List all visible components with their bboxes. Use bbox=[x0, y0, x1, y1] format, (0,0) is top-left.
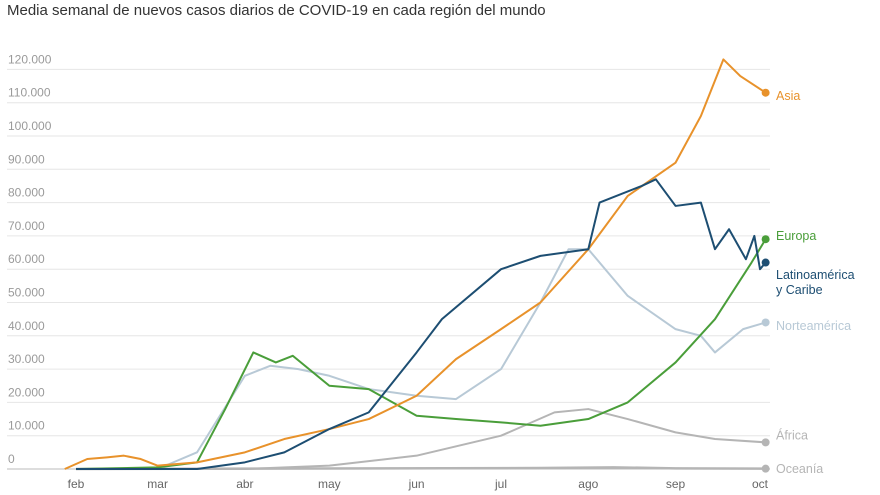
series-label: África bbox=[776, 428, 808, 443]
series-line-0 bbox=[64, 58, 767, 470]
x-tick-label: jul bbox=[494, 477, 507, 491]
y-tick-label: 80.000 bbox=[8, 186, 45, 200]
y-tick-label: 100.000 bbox=[8, 119, 52, 133]
series-label: Asia bbox=[776, 89, 800, 103]
series-end-dot bbox=[761, 88, 770, 97]
series-end-dot bbox=[761, 318, 770, 327]
y-tick-label: 10.000 bbox=[8, 419, 45, 433]
x-tick-label: mar bbox=[147, 477, 168, 491]
series-label: Europa bbox=[776, 229, 816, 243]
x-tick-label: oct bbox=[752, 477, 769, 491]
series-end-dot bbox=[761, 235, 770, 244]
y-tick-label: 20.000 bbox=[8, 385, 45, 399]
series-label: Norteamérica bbox=[776, 319, 851, 333]
y-tick-label: 50.000 bbox=[8, 286, 45, 300]
chart-title: Media semanal de nuevos casos diarios de… bbox=[7, 2, 546, 19]
y-tick-label: 60.000 bbox=[8, 252, 45, 266]
series-label: Oceanía bbox=[776, 462, 823, 476]
x-tick-label: abr bbox=[236, 477, 253, 491]
series-end-dot bbox=[761, 464, 770, 473]
series-line-5 bbox=[75, 466, 766, 471]
series-end-dot bbox=[761, 438, 770, 447]
y-tick-label: 40.000 bbox=[8, 319, 45, 333]
series-line-2 bbox=[76, 178, 767, 470]
series-line-1 bbox=[75, 238, 767, 470]
series-end-dot bbox=[761, 258, 770, 267]
y-tick-label: 0 bbox=[8, 452, 15, 466]
y-tick-label: 30.000 bbox=[8, 352, 45, 366]
y-tick-label: 120.000 bbox=[8, 52, 52, 66]
x-tick-label: sep bbox=[666, 477, 686, 491]
series-line-4 bbox=[76, 408, 766, 470]
y-tick-label: 90.000 bbox=[8, 152, 45, 166]
series-label: Latinoamérica y Caribe bbox=[776, 268, 855, 297]
x-tick-label: feb bbox=[68, 477, 85, 491]
x-tick-label: may bbox=[318, 477, 341, 491]
y-tick-label: 110.000 bbox=[8, 86, 51, 100]
x-tick-label: jun bbox=[408, 477, 425, 491]
y-tick-label: 70.000 bbox=[8, 219, 45, 233]
series-line-3 bbox=[76, 248, 766, 470]
x-tick-label: ago bbox=[578, 477, 598, 491]
